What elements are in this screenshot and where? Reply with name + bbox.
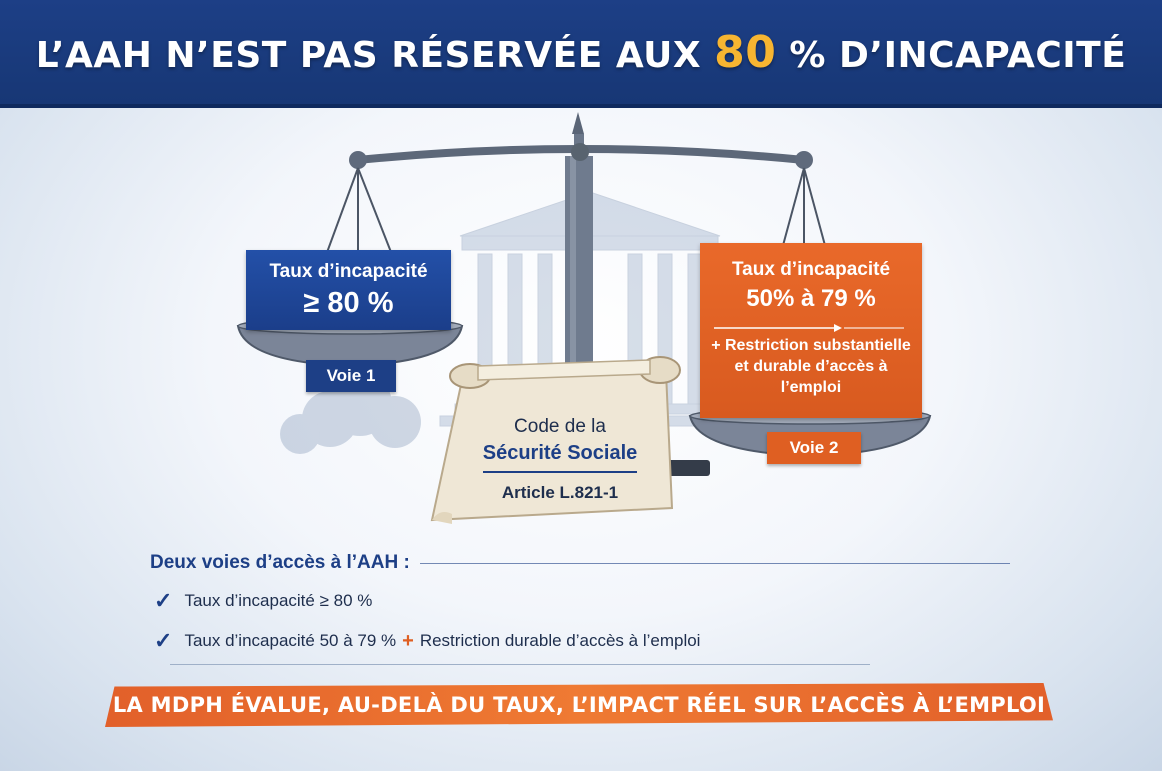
check-icon: ✓ bbox=[154, 628, 173, 653]
list-item-text: Taux d’incapacité 50 à 79 % bbox=[184, 631, 397, 650]
code-label: Code de la bbox=[514, 416, 606, 437]
list-heading-row: Deux voies d’accès à l’AAH : bbox=[150, 552, 1010, 574]
access-list: Deux voies d’accès à l’AAH : ✓ Taux d’in… bbox=[150, 552, 1010, 665]
plus-sign: + bbox=[402, 629, 414, 652]
list-item: ✓ Taux d’incapacité ≥ 80 % bbox=[150, 588, 1010, 614]
article-ref: Article L.821-1 bbox=[501, 483, 619, 502]
scroll-icon bbox=[430, 356, 681, 524]
voie1-panel: Taux d’incapacité ≥ 80 % bbox=[246, 250, 451, 330]
legal-reference: Code de la Sécurité Sociale Article L.82… bbox=[470, 416, 650, 503]
voie1-label: Taux d’incapacité bbox=[269, 260, 428, 282]
check-icon: ✓ bbox=[154, 588, 173, 613]
title-part2: % D’INCAPACITÉ bbox=[776, 34, 1127, 76]
title-highlight: 80 bbox=[714, 26, 777, 78]
page-title: L’AAH N’EST PAS RÉSERVÉE AUX 80 % D’INCA… bbox=[36, 27, 1127, 78]
list-item-text: Restriction durable d’accès à l’emploi bbox=[419, 631, 701, 650]
illustration-scene: Taux d’incapacité ≥ 80 % Voie 1 Taux d’i… bbox=[0, 104, 1162, 544]
voie2-panel: Taux d’incapacité 50% à 79 % + Restricti… bbox=[700, 243, 922, 418]
code-name: Sécurité Sociale bbox=[482, 442, 638, 473]
conclusion-banner: LA MDPH ÉVALUE, AU-DELÀ DU TAUX, L’IMPAC… bbox=[105, 683, 1053, 727]
voie2-badge: Voie 2 bbox=[767, 432, 861, 464]
voie2-rate: 50% à 79 % bbox=[746, 285, 876, 312]
voie1-rate: ≥ 80 % bbox=[303, 286, 394, 319]
title-part1: L’AAH N’EST PAS RÉSERVÉE AUX bbox=[35, 34, 715, 76]
scale-illustration bbox=[236, 112, 932, 524]
voie2-label: Taux d’incapacité bbox=[731, 259, 891, 280]
list-heading: Deux voies d’accès à l’AAH : bbox=[150, 552, 410, 573]
divider bbox=[419, 562, 1010, 564]
voie2-condition: + Restriction substantielle et durable d… bbox=[711, 337, 911, 396]
banner-text: LA MDPH ÉVALUE, AU-DELÀ DU TAUX, L’IMPAC… bbox=[112, 693, 1046, 717]
list-item: ✓ Taux d’incapacité 50 à 79 % + Restrict… bbox=[150, 628, 1010, 654]
voie1-badge: Voie 1 bbox=[306, 360, 396, 392]
divider bbox=[170, 664, 870, 665]
list-item-text: Taux d’incapacité ≥ 80 % bbox=[184, 591, 373, 610]
header-bar: L’AAH N’EST PAS RÉSERVÉE AUX 80 % D’INCA… bbox=[0, 0, 1162, 108]
arrow-icon bbox=[714, 324, 904, 332]
